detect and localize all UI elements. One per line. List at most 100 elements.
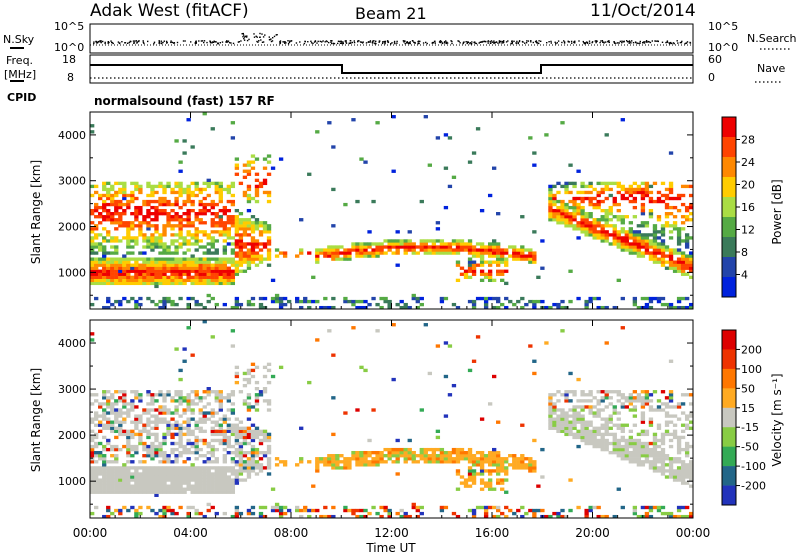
power-cell <box>110 269 115 273</box>
velocity-cell <box>604 432 609 437</box>
velocity-cell <box>668 463 674 467</box>
velocity-cell <box>588 508 593 513</box>
power-cell <box>592 221 597 225</box>
velocity-cell <box>423 323 428 327</box>
power-cell <box>258 233 264 237</box>
power-cell <box>190 202 195 207</box>
power-cell <box>688 205 694 210</box>
velocity-cell <box>186 441 191 446</box>
power-cell <box>668 212 674 216</box>
velocity-cell <box>572 426 577 430</box>
velocity-cell <box>684 514 690 519</box>
power-cell <box>676 242 682 246</box>
power-cell <box>556 181 561 186</box>
power-cell <box>178 269 183 273</box>
velocity-cell <box>130 454 135 458</box>
power-cell <box>427 248 432 252</box>
power-cell <box>186 233 191 237</box>
velocity-cell <box>258 457 264 461</box>
power-cell <box>600 208 605 213</box>
power-cell <box>656 199 662 204</box>
noise-point <box>568 41 570 43</box>
power-cell <box>210 224 215 228</box>
velocity-cell <box>612 450 617 455</box>
power-cell <box>158 196 163 201</box>
velocity-cell <box>676 417 682 421</box>
velocity-cell <box>174 399 179 403</box>
power-cell <box>94 278 99 283</box>
power-cell <box>210 202 215 207</box>
colorbar-tick-label: 15 <box>741 402 755 415</box>
power-cell <box>238 248 244 252</box>
velocity-cell <box>628 435 633 440</box>
velocity-cell <box>512 460 517 464</box>
power-cell <box>202 266 207 270</box>
power-cell <box>315 248 320 252</box>
power-cell <box>250 160 256 164</box>
power-cell <box>130 193 135 198</box>
noise-right-tick-high: 10^5 <box>708 20 738 33</box>
power-cell <box>186 305 191 310</box>
power-cell <box>146 208 151 213</box>
velocity-cell <box>118 469 123 473</box>
velocity-cell <box>624 441 629 446</box>
velocity-cell <box>90 466 95 470</box>
velocity-cell <box>548 405 553 409</box>
power-cell <box>218 278 223 283</box>
power-cell <box>648 299 654 304</box>
velocity-cell <box>170 423 175 427</box>
power-cell <box>620 245 625 249</box>
velocity-cell <box>552 423 557 427</box>
velocity-cell <box>339 466 344 470</box>
velocity-cell <box>114 408 119 412</box>
power-cell <box>166 260 171 264</box>
noise-point <box>303 42 306 45</box>
power-cell <box>620 221 625 225</box>
velocity-cell <box>524 463 529 467</box>
power-cell <box>166 248 171 252</box>
power-cell <box>443 242 449 246</box>
power-cell <box>612 224 617 228</box>
power-cell <box>134 239 139 243</box>
power-cell <box>210 269 215 273</box>
power-colorbar-label: Power [dB] <box>770 179 784 244</box>
velocity-cell <box>660 447 666 452</box>
power-cell <box>242 257 248 261</box>
velocity-cell <box>158 444 163 449</box>
power-cell <box>194 181 199 186</box>
velocity-cell <box>584 508 589 513</box>
power-cell <box>178 266 183 270</box>
power-cell <box>668 181 674 186</box>
power-cell <box>391 242 396 246</box>
power-cell <box>230 278 236 283</box>
velocity-cell <box>648 450 654 455</box>
velocity-cell <box>656 423 662 427</box>
power-cell <box>154 236 159 240</box>
noise-point <box>255 35 257 37</box>
power-cell <box>182 151 187 155</box>
power-cell <box>331 296 336 301</box>
power-cell <box>375 245 380 249</box>
velocity-cell <box>262 387 268 391</box>
power-cell <box>492 251 497 255</box>
velocity-cell <box>632 450 638 455</box>
velocity-cell <box>154 466 159 470</box>
noise-point <box>469 42 471 44</box>
power-cell <box>552 212 557 216</box>
power-cell <box>596 199 601 204</box>
power-cell <box>604 181 609 186</box>
velocity-cell <box>528 469 533 473</box>
velocity-cell <box>110 402 115 406</box>
power-cell <box>427 251 432 255</box>
velocity-cell <box>528 463 533 467</box>
velocity-cell <box>202 396 207 400</box>
velocity-cell <box>471 475 477 479</box>
power-cell <box>206 233 211 237</box>
power-cell <box>644 193 650 198</box>
velocity-cell <box>343 460 348 464</box>
power-cell <box>367 251 372 255</box>
power-cell <box>190 254 195 258</box>
power-cell <box>246 160 252 164</box>
power-cell <box>496 260 501 264</box>
power-cell <box>512 302 517 307</box>
